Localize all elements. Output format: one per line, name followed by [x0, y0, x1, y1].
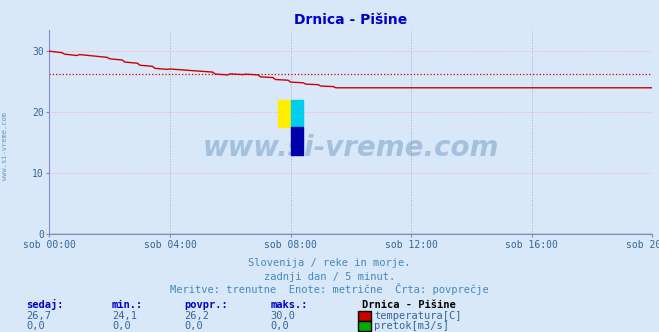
Text: temperatura[C]: temperatura[C] [374, 311, 462, 321]
Text: 0,0: 0,0 [26, 321, 45, 331]
Text: 26,2: 26,2 [185, 311, 210, 321]
Bar [278, 100, 291, 127]
Text: 0,0: 0,0 [185, 321, 203, 331]
Text: 26,7: 26,7 [26, 311, 51, 321]
Text: 0,0: 0,0 [270, 321, 289, 331]
Text: 24,1: 24,1 [112, 311, 137, 321]
Bar [291, 100, 303, 127]
Text: povpr.:: povpr.: [185, 300, 228, 310]
Bar [291, 127, 303, 155]
Text: maks.:: maks.: [270, 300, 308, 310]
Text: zadnji dan / 5 minut.: zadnji dan / 5 minut. [264, 272, 395, 282]
Text: www.si-vreme.com: www.si-vreme.com [2, 112, 9, 180]
Text: pretok[m3/s]: pretok[m3/s] [374, 321, 449, 331]
Text: Slovenija / reke in morje.: Slovenija / reke in morje. [248, 258, 411, 268]
Text: min.:: min.: [112, 300, 143, 310]
Text: Drnica - Pišine: Drnica - Pišine [362, 300, 456, 310]
Text: sedaj:: sedaj: [26, 299, 64, 310]
Text: 30,0: 30,0 [270, 311, 295, 321]
Text: 0,0: 0,0 [112, 321, 130, 331]
Text: www.si-vreme.com: www.si-vreme.com [203, 134, 499, 162]
Text: Meritve: trenutne  Enote: metrične  Črta: povprečje: Meritve: trenutne Enote: metrične Črta: … [170, 283, 489, 295]
Title: Drnica - Pišine: Drnica - Pišine [295, 13, 407, 27]
